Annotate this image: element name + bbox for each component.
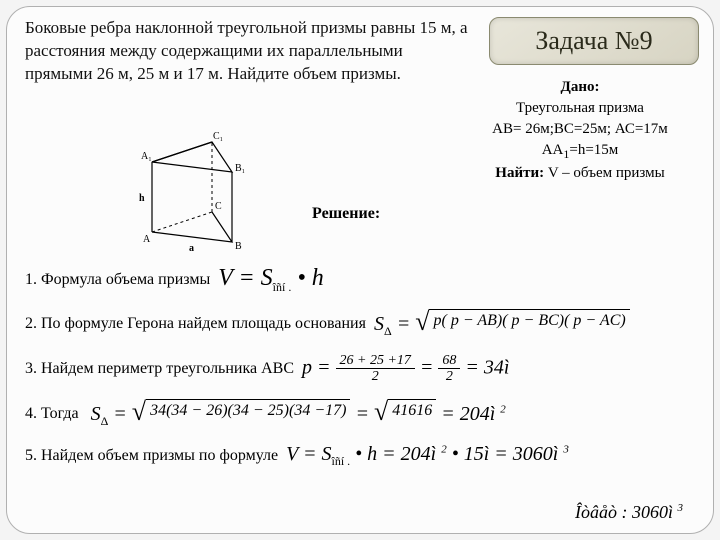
step-2: 2. По формуле Герона найдем площадь осно… [25, 309, 695, 339]
s4-mid: = [350, 403, 374, 425]
p-den2: 2 [442, 369, 457, 384]
p-lhs: p = [302, 356, 336, 378]
s4-rad2: 41616 [388, 399, 436, 425]
lbl-A1: A₁ [141, 151, 152, 162]
given-line2: АВ= 26м;ВС=25м; АС=17м [465, 119, 695, 140]
p-num1: 26 + 25 +17 [336, 353, 415, 369]
heron-rad: p( p − AB)( p − BC)( p − AC) [429, 309, 629, 335]
lbl-B: B [235, 241, 242, 252]
s5-exp2: 3 [563, 443, 569, 455]
formula-volume-calc: V = Sîñí . • h = 204ì 2 • 15ì = 3060ì 3 [286, 443, 569, 469]
step5-text: 5. Найдем объем призмы по формуле [25, 447, 278, 465]
s4-rad1: 34(34 − 26)(34 − 25)(34 −17) [146, 399, 350, 425]
answer-value: : 3060ì [617, 502, 678, 522]
step2-text: 2. По формуле Герона найдем площадь осно… [25, 315, 366, 333]
p-num2: 68 [438, 353, 460, 369]
s5-rest: • h = 204ì [350, 443, 441, 465]
given-title: Дано: [465, 77, 695, 98]
formula-perimeter: p = 26 + 25 +172 = 682 = 34ì [302, 353, 509, 385]
given-find: Найти: V – объем призмы [465, 163, 695, 184]
heron-sub: Δ [384, 324, 392, 338]
step-4: 4. Тогда SΔ = √34(34 − 26)(34 − 25)(34 −… [25, 399, 695, 429]
answer-exp: 3 [678, 502, 684, 514]
solution-label: Решение: [312, 205, 380, 223]
p-eq1: = [415, 356, 439, 378]
step-3: 3. Найдем периметр треугольника АВС p = … [25, 353, 695, 385]
p-den1: 2 [368, 369, 383, 384]
f1-sub: îñí . [273, 280, 292, 294]
s5-sub: îñí . [331, 454, 350, 468]
s4-eq: = [108, 403, 132, 425]
given-line3: АА1=h=15м [465, 140, 695, 163]
formula-area-calc: SΔ = √34(34 − 26)(34 − 25)(34 −17) = √41… [91, 399, 506, 429]
lbl-C1: C₁ [213, 131, 223, 142]
step4-text: 4. Тогда [25, 405, 79, 423]
s4-rhs: = 204ì [436, 403, 500, 425]
task-badge: Задача №9 [489, 17, 699, 65]
lbl-h: h [139, 193, 145, 204]
lbl-C: C [215, 201, 222, 212]
lbl-A: A [143, 234, 151, 245]
step3-text: 3. Найдем периметр треугольника АВС [25, 360, 294, 378]
solution-steps: 1. Формула объема призмы V = Sîñí . • h … [25, 265, 695, 483]
heron-lhs: S [374, 313, 384, 335]
find-label: Найти: [495, 165, 544, 181]
formula-volume: V = Sîñí . • h [218, 265, 324, 295]
formula-heron: SΔ = √p( p − AB)( p − BC)( p − AC) [374, 309, 630, 339]
prism-diagram: A B C A₁ B₁ C₁ h a [137, 127, 287, 257]
problem-statement: Боковые ребра наклонной треугольной приз… [25, 17, 470, 86]
p-eq2: = 34ì [460, 356, 509, 378]
step-5: 5. Найдем объем призмы по формуле V = Sî… [25, 443, 695, 469]
step1-text: 1. Формула объема призмы [25, 271, 210, 289]
s5-rest2: • 15ì = 3060ì [447, 443, 564, 465]
lbl-a: a [189, 243, 194, 254]
find-value: V – объем призмы [544, 165, 665, 181]
answer-label: Îòâåò [575, 502, 617, 522]
s4-lhs: S [91, 403, 101, 425]
lbl-B1: B₁ [235, 163, 245, 174]
answer: Îòâåò : 3060ì 3 [575, 502, 683, 523]
given-line1: Треугольная призма [465, 98, 695, 119]
s4-exp: 2 [500, 403, 506, 415]
s5-lhs: V = S [286, 443, 331, 465]
f1-rhs: • h [291, 265, 323, 291]
f1-lhs: V = S [218, 265, 272, 291]
heron-eq: = [392, 313, 416, 335]
given-aa: АА [542, 142, 564, 158]
given-aa-rest: =h=15м [569, 142, 618, 158]
given-block: Дано: Треугольная призма АВ= 26м;ВС=25м;… [465, 77, 695, 184]
step-1: 1. Формула объема призмы V = Sîñí . • h [25, 265, 695, 295]
